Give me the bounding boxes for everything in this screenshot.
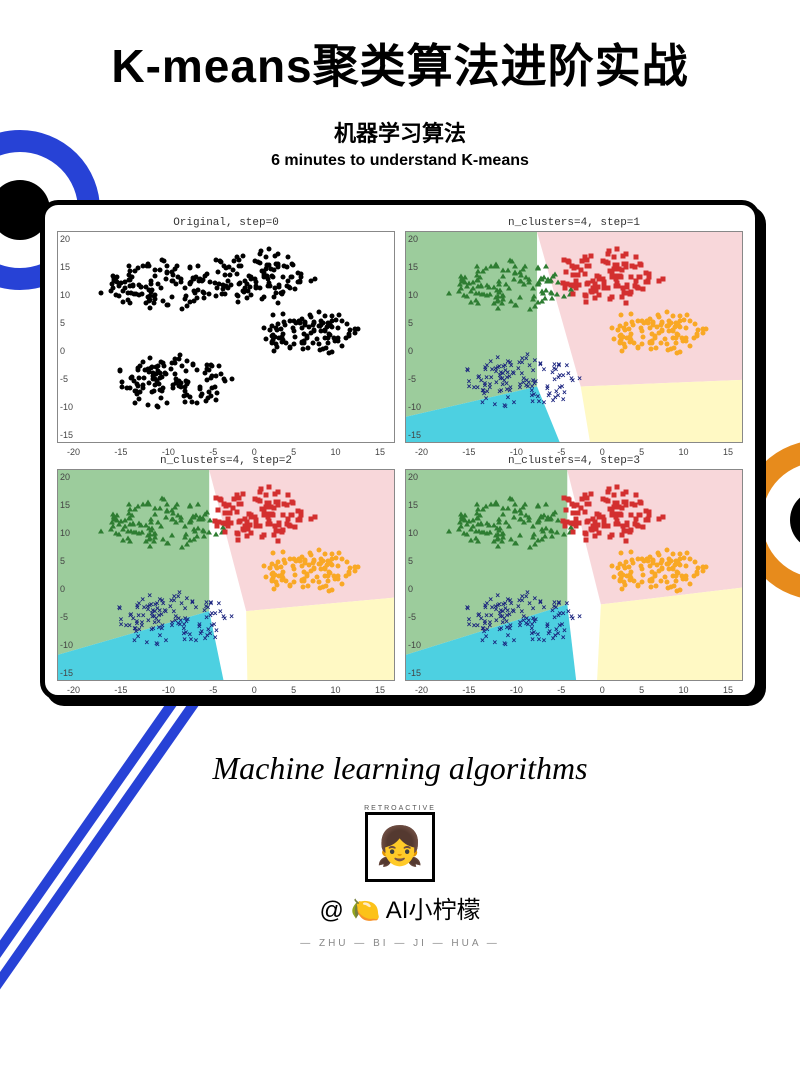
chart-panel: Original, step=020151050-5-10-15-20-15-1…: [57, 217, 395, 445]
panel-title: n_clusters=4, step=2: [57, 455, 395, 467]
avatar-icon: 👧: [376, 825, 423, 869]
subtitle-en: 6 minutes to understand K-means: [0, 152, 800, 170]
handle-deco: — ZHU — BI — JI — HUA —: [300, 938, 500, 949]
plot-area: ××××××××××××××××××××××××××××××××××××××××…: [405, 469, 743, 681]
avatar-box: RETROACTIVE 👧: [365, 812, 435, 882]
main-title: K-means聚类算法进阶实战: [0, 30, 800, 96]
chart-panel: n_clusters=4, step=1 ××××××××××××××××××××…: [405, 217, 743, 445]
retro-label: RETROACTIVE: [364, 805, 436, 812]
panel-title: Original, step=0: [57, 217, 395, 229]
handle-text: @ 🍋 AI小柠檬: [320, 897, 481, 924]
plot-area: ××××××××××××××××××××××××××××××××××××××××…: [57, 469, 395, 681]
header: K-means聚类算法进阶实战 机器学习算法 6 minutes to unde…: [0, 0, 800, 170]
panel-title: n_clusters=4, step=3: [405, 455, 743, 467]
deco-stripe: [0, 678, 214, 1011]
subtitle-cn: 机器学习算法: [0, 116, 800, 148]
plot-area: 20151050-5-10-15: [57, 231, 395, 443]
panel-title: n_clusters=4, step=1: [405, 217, 743, 229]
chart-panel: n_clusters=4, step=2 ××××××××××××××××××××…: [57, 455, 395, 683]
plot-area: ××××××××××××××××××××××××××××××××××××××××…: [405, 231, 743, 443]
author-handle: @ 🍋 AI小柠檬 — ZHU — BI — JI — HUA —: [0, 890, 800, 953]
chart-frame: Original, step=020151050-5-10-15-20-15-1…: [40, 200, 760, 700]
chart-panel: n_clusters=4, step=3 ××××××××××××××××××××…: [405, 455, 743, 683]
